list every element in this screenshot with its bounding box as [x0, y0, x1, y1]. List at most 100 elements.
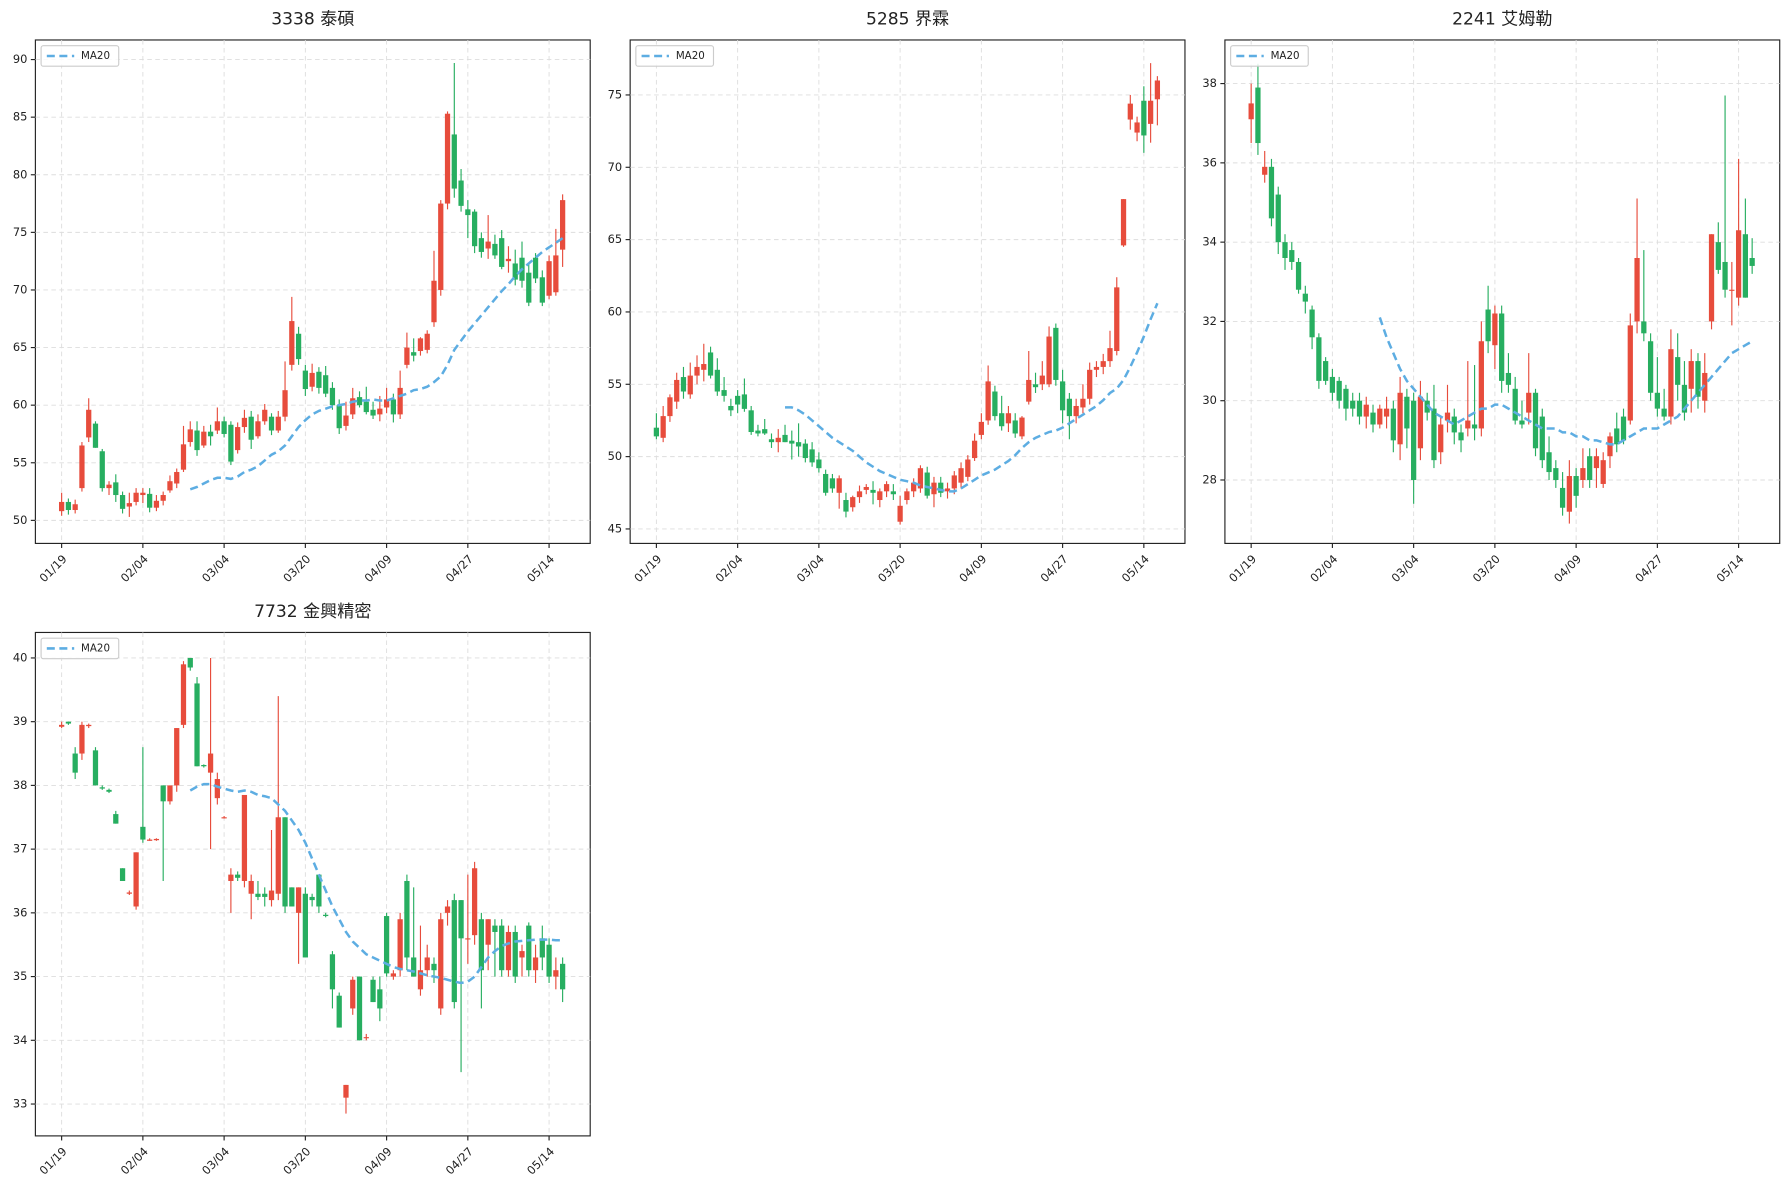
candle-body	[1248, 103, 1254, 120]
candle-body	[397, 387, 403, 415]
candle-body	[228, 874, 234, 881]
candle-body	[1587, 456, 1593, 480]
candle-body	[1093, 366, 1100, 370]
candle-body	[187, 429, 193, 443]
candle-body	[775, 437, 781, 443]
plot-area	[629, 39, 1186, 544]
candle-body	[1654, 392, 1660, 409]
candle-body	[931, 482, 937, 495]
candle-body	[86, 724, 92, 727]
candle-body	[1675, 357, 1681, 385]
candle-body	[295, 333, 302, 360]
candle-body	[795, 442, 802, 447]
candle-body	[275, 416, 281, 431]
candle-body	[992, 391, 998, 417]
y-tick-label: 55	[608, 377, 623, 391]
x-tick-label: 04/27	[443, 1144, 476, 1177]
candle-body	[1404, 396, 1410, 429]
x-tick-label: 03/04	[1389, 552, 1422, 585]
candle-body	[458, 180, 464, 206]
chart-title: 5285 界霖	[866, 9, 949, 29]
candle-body	[1478, 341, 1484, 429]
candle-body	[417, 338, 424, 352]
candle-body	[1397, 392, 1403, 445]
y-tick-label: 55	[13, 455, 28, 469]
candle-body	[214, 779, 220, 799]
candle-body	[1505, 372, 1512, 385]
panel: 33 34 35 36 37 38 39 40 01/19 02/04 03/04 03/20 04/0…	[13, 602, 591, 1177]
candle-body	[140, 492, 146, 496]
candle-body	[119, 495, 126, 509]
x-tick-label: 01/19	[37, 1144, 70, 1177]
candle-body	[553, 255, 559, 293]
plot-area	[1224, 39, 1781, 544]
candle-body	[985, 381, 991, 421]
candle-body	[911, 482, 917, 492]
y-tick-label: 28	[1202, 472, 1217, 486]
candle-body	[153, 838, 160, 841]
candle-body	[106, 484, 112, 489]
candle-body	[1614, 428, 1620, 445]
candle-body	[924, 472, 930, 496]
y-tick-label: 50	[608, 449, 623, 463]
candle-body	[377, 989, 383, 1009]
candle-body	[492, 243, 498, 256]
candle-body	[1147, 100, 1154, 124]
candle-body	[1370, 412, 1376, 425]
legend-label: MA20	[676, 50, 705, 62]
legend-label: MA20	[81, 50, 110, 62]
candle-body	[1383, 408, 1390, 417]
candle-body	[1580, 468, 1586, 480]
legend-box	[40, 45, 120, 67]
y-tick-label: 39	[13, 714, 28, 728]
y-tick-label: 36	[1202, 155, 1217, 169]
candle-body	[694, 366, 700, 376]
candle-body	[194, 430, 200, 451]
x-tick-label: 05/14	[524, 1144, 557, 1177]
panel: 45 50 55 60 65 70 75 01/19 02/04 03/04 03/20 04/09 0…	[608, 9, 1186, 585]
y-tick-label: 45	[608, 521, 623, 535]
candle-body	[235, 874, 241, 878]
legend-box	[1230, 45, 1309, 67]
candle-body	[465, 209, 471, 216]
candle-body	[748, 410, 754, 433]
candle-body	[971, 440, 978, 459]
x-tick-label: 05/14	[1713, 552, 1746, 585]
candle-body	[890, 491, 896, 495]
candle-body	[1255, 87, 1261, 144]
candle-body	[370, 979, 376, 1003]
candle-body	[735, 395, 741, 405]
candle-body	[1532, 392, 1539, 449]
candle-body	[411, 957, 417, 977]
panel: 28 30 32 34 36 38 01/19 02/04 03/04 03/20 04/09 04/…	[1202, 9, 1781, 585]
x-tick-label: 03/04	[199, 552, 232, 585]
x-tick-label: 04/09	[1551, 552, 1584, 585]
y-tick-label: 60	[13, 398, 28, 412]
candle-body	[1566, 476, 1572, 512]
candle-body	[126, 503, 132, 507]
ma-line	[1378, 317, 1753, 446]
candle-body	[92, 423, 99, 448]
candle-body	[1356, 400, 1363, 417]
candle-body	[877, 491, 883, 501]
candle-body	[850, 497, 856, 508]
panel: 50 55 60 65 70 75 80 85 90 01/19 02/04 03/04 03/20 04…	[13, 9, 591, 585]
candle-body	[302, 370, 308, 390]
candle-body	[1438, 424, 1444, 453]
candle-body	[424, 957, 430, 971]
candle-body	[289, 887, 295, 907]
candle-body	[951, 475, 957, 489]
candle-body	[1519, 420, 1525, 425]
candle-body	[1127, 103, 1133, 120]
candle-body	[526, 925, 532, 971]
candle-body	[836, 478, 842, 493]
candle-body	[1134, 122, 1140, 133]
candle-body	[485, 241, 491, 249]
y-tick-label: 70	[13, 282, 28, 296]
candle-body	[559, 963, 566, 990]
candle-body	[309, 372, 315, 387]
candle-body	[741, 394, 748, 409]
candle-body	[255, 421, 261, 437]
candle-body	[126, 892, 132, 894]
candle-body	[1729, 289, 1735, 291]
